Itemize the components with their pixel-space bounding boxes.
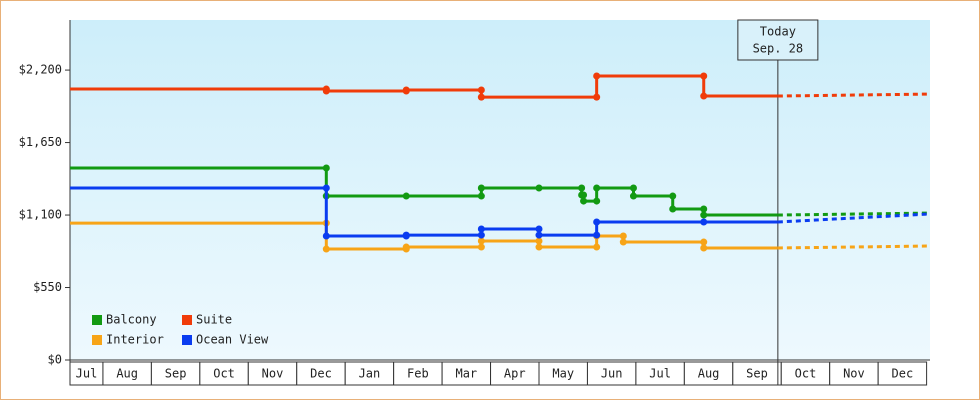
- plot-area: [70, 20, 930, 360]
- corner-point: [593, 243, 601, 251]
- data-point: [402, 86, 410, 94]
- legend-swatch: [182, 315, 192, 325]
- corner-point: [322, 184, 330, 192]
- legend-label: Interior: [106, 333, 164, 347]
- corner-point: [629, 184, 637, 192]
- corner-point: [593, 93, 601, 101]
- data-point: [322, 232, 330, 240]
- x-tick-label: Oct: [213, 367, 235, 381]
- data-point: [669, 205, 677, 213]
- data-point: [535, 184, 543, 192]
- x-tick-label: Nov: [843, 367, 865, 381]
- x-tick-label: Mar: [455, 367, 477, 381]
- x-tick-label: Jul: [649, 367, 671, 381]
- data-point: [477, 93, 485, 101]
- x-tick-label: Nov: [262, 367, 284, 381]
- corner-point: [535, 237, 543, 245]
- corner-point: [619, 232, 627, 240]
- x-tick-label: Dec: [310, 367, 332, 381]
- y-tick-label: $2,200: [19, 63, 62, 77]
- data-point: [402, 243, 410, 251]
- corner-point: [593, 197, 601, 205]
- today-box: [737, 19, 819, 61]
- data-point: [700, 218, 708, 226]
- legend-label: Ocean View: [196, 333, 269, 347]
- corner-point: [322, 164, 330, 172]
- x-tick-label: Feb: [407, 367, 429, 381]
- y-tick-label: $0: [48, 353, 62, 367]
- data-point: [580, 197, 588, 205]
- data-point: [535, 243, 543, 251]
- x-tick-label: Dec: [892, 367, 914, 381]
- corner-point: [535, 225, 543, 233]
- data-point: [477, 237, 485, 245]
- corner-point: [700, 205, 708, 213]
- data-point: [593, 218, 601, 226]
- x-tick-label: Jan: [359, 367, 381, 381]
- data-point: [322, 245, 330, 253]
- x-tick-label: Sep: [165, 367, 187, 381]
- forecast-line: [777, 244, 931, 250]
- corner-point: [477, 86, 485, 94]
- data-point: [477, 225, 485, 233]
- legend-swatch: [92, 315, 102, 325]
- corner-point: [580, 191, 588, 199]
- data-point: [619, 238, 627, 246]
- y-tick-label: $1,650: [19, 135, 62, 149]
- x-tick-label: Jul: [76, 367, 98, 381]
- data-point: [322, 87, 330, 95]
- corner-point: [669, 192, 677, 200]
- data-point: [629, 192, 637, 200]
- x-tick-label: Aug: [698, 367, 720, 381]
- data-point: [535, 231, 543, 239]
- corner-point: [477, 192, 485, 200]
- forecast-line: [777, 211, 931, 217]
- x-tick-label: Apr: [504, 367, 526, 381]
- x-tick-label: Aug: [116, 367, 138, 381]
- y-tick-label: $1,100: [19, 208, 62, 222]
- corner-point: [700, 72, 708, 80]
- data-point: [700, 92, 708, 100]
- y-tick-label: $550: [33, 280, 62, 294]
- legend-label: Suite: [196, 313, 232, 327]
- x-tick-label: May: [552, 367, 574, 381]
- x-tick-label: Jun: [601, 367, 623, 381]
- forecast-line: [777, 92, 931, 98]
- data-point: [402, 231, 410, 239]
- data-point: [593, 184, 601, 192]
- corner-point: [593, 231, 601, 239]
- data-point: [402, 192, 410, 200]
- month-cell: [877, 361, 928, 386]
- legend-swatch: [92, 335, 102, 345]
- corner-point: [700, 238, 708, 246]
- today-label: Today: [760, 25, 796, 39]
- legend-label: Balcony: [106, 313, 157, 327]
- today-date: Sep. 28: [753, 42, 804, 56]
- legend-swatch: [182, 335, 192, 345]
- corner-point: [578, 184, 586, 192]
- data-point: [477, 184, 485, 192]
- data-point: [700, 244, 708, 252]
- x-tick-label: Oct: [795, 367, 817, 381]
- data-point: [700, 211, 708, 219]
- x-tick-label: Sep: [746, 367, 768, 381]
- corner-point: [477, 243, 485, 251]
- forecast-line: [777, 212, 931, 224]
- data-point: [593, 72, 601, 80]
- corner-point: [477, 231, 485, 239]
